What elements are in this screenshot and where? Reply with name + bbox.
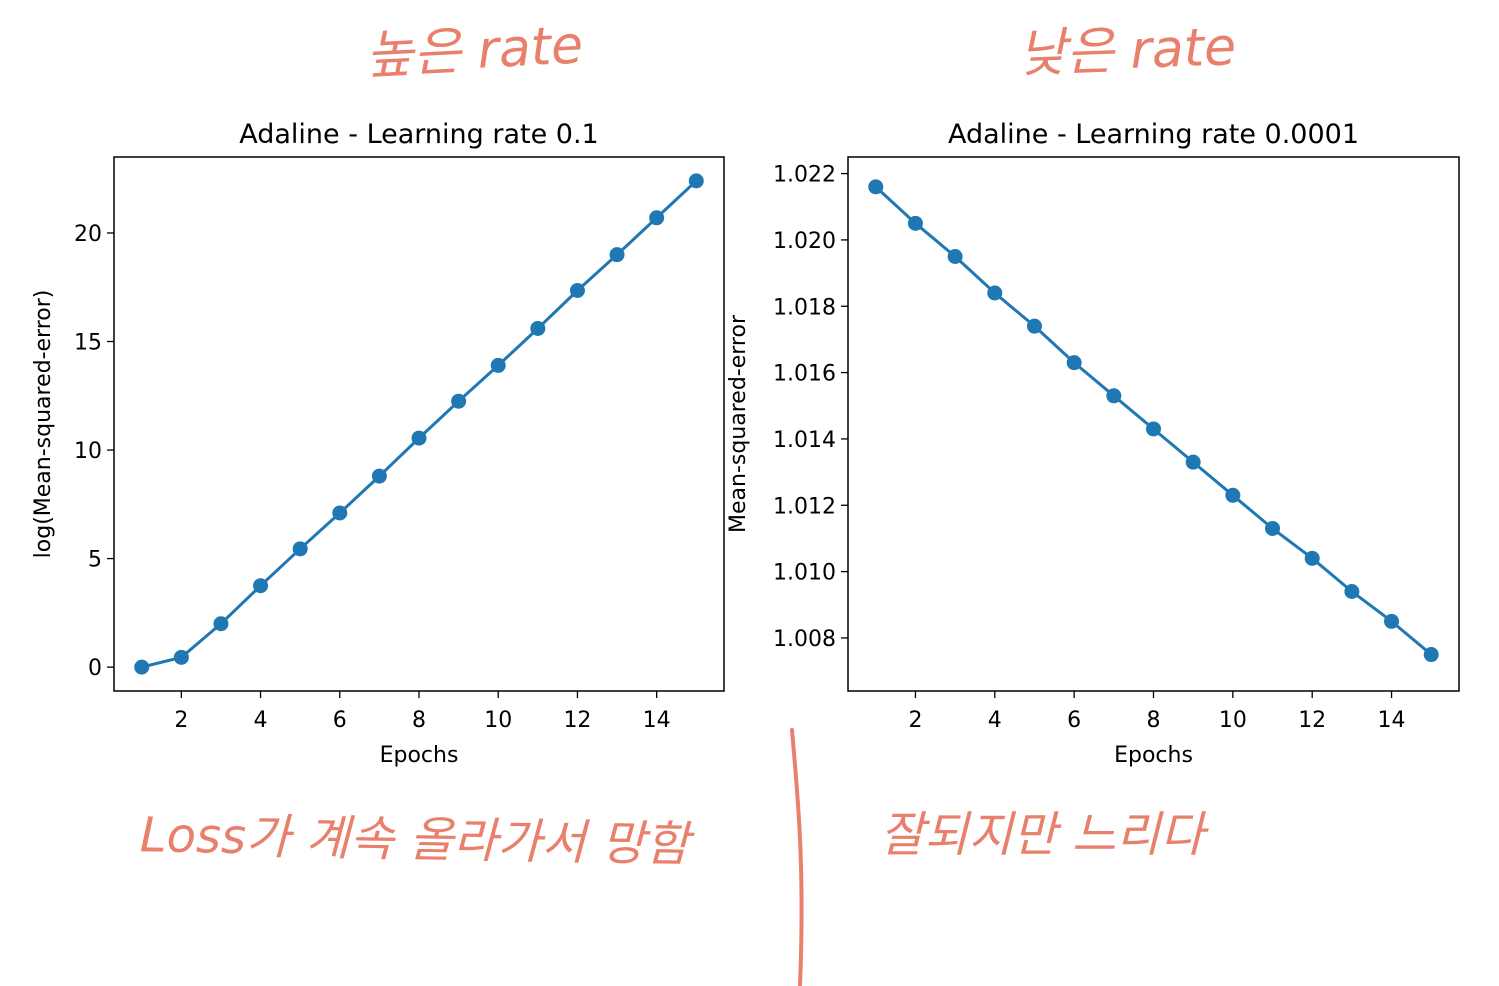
y-tick-label: 5: [88, 548, 102, 573]
data-point: [213, 616, 229, 632]
data-point: [1225, 487, 1241, 503]
x-tick-label: 12: [563, 708, 591, 733]
y-tick-label: 1.016: [773, 362, 836, 387]
x-tick-label: 14: [1378, 708, 1406, 733]
data-point: [371, 468, 387, 484]
data-point: [1344, 583, 1360, 599]
data-point: [411, 430, 427, 446]
data-point: [1304, 550, 1320, 566]
data-point: [1423, 647, 1439, 663]
data-point: [688, 173, 704, 189]
y-tick-label: 1.010: [773, 561, 836, 586]
data-point: [868, 179, 884, 195]
y-tick-label: 15: [74, 331, 102, 356]
data-point: [1185, 454, 1201, 470]
data-point: [1384, 613, 1400, 629]
data-point: [609, 247, 625, 263]
x-axis-label: Epochs: [380, 743, 459, 768]
chart-learning-rate-low: Adaline - Learning rate 0.0001 2 4 6 8 10 12 14…: [726, 119, 1460, 768]
data-point: [490, 357, 506, 373]
annotation-works-but-slow: 잘되지만 느리다: [880, 807, 1205, 863]
data-point: [649, 210, 665, 226]
data-point: [987, 285, 1003, 301]
y-tick-label: 10: [74, 439, 102, 464]
y-axis-label: Mean-squared-error: [726, 314, 751, 533]
data-point: [907, 215, 923, 231]
y-tick-label: 1.018: [773, 295, 836, 320]
x-tick-label: 14: [643, 708, 671, 733]
x-tick-label: 10: [1219, 708, 1247, 733]
x-tick-label: 10: [484, 708, 512, 733]
chart-learning-rate-high: Adaline - Learning rate 0.1 2 4 6 8 10 12 14 0 5 1…: [31, 119, 725, 768]
x-axis-label: Epochs: [1114, 743, 1193, 768]
chart-title: Adaline - Learning rate 0.1: [239, 119, 598, 150]
x-tick-label: 8: [412, 708, 426, 733]
data-point: [947, 249, 963, 265]
data-point: [530, 320, 546, 336]
x-tick-label: 6: [1067, 708, 1081, 733]
y-tick-label: 1.022: [773, 163, 836, 188]
y-tick-label: 0: [88, 656, 102, 681]
x-tick-label: 2: [174, 708, 188, 733]
x-tick-label: 2: [908, 708, 922, 733]
data-point: [134, 659, 150, 675]
data-point: [1106, 388, 1122, 404]
data-point: [451, 393, 467, 409]
data-point: [569, 283, 585, 298]
axes-frame: [113, 156, 725, 692]
data-point: [1026, 318, 1042, 334]
y-tick-label: 1.012: [773, 494, 836, 519]
x-tick-label: 4: [254, 708, 268, 733]
x-tick-label: 4: [988, 708, 1002, 733]
divider-stroke: [790, 728, 804, 986]
data-point: [1146, 421, 1161, 437]
chart-title: Adaline - Learning rate 0.0001: [948, 119, 1359, 150]
y-tick-label: 1.014: [773, 428, 836, 453]
data-point: [1066, 355, 1082, 371]
y-tick-label: 1.008: [773, 627, 836, 652]
x-tick-label: 6: [333, 708, 347, 733]
data-point: [1265, 520, 1281, 536]
data-point: [173, 649, 189, 665]
x-tick-label: 12: [1298, 708, 1326, 733]
y-tick-label: 1.020: [773, 229, 836, 254]
data-point: [332, 505, 348, 521]
data-point: [253, 578, 269, 594]
x-tick-label: 8: [1147, 708, 1161, 733]
data-point: [292, 541, 308, 557]
y-tick-label: 20: [74, 222, 102, 247]
y-axis-label: log(Mean-squared-error): [31, 290, 56, 559]
